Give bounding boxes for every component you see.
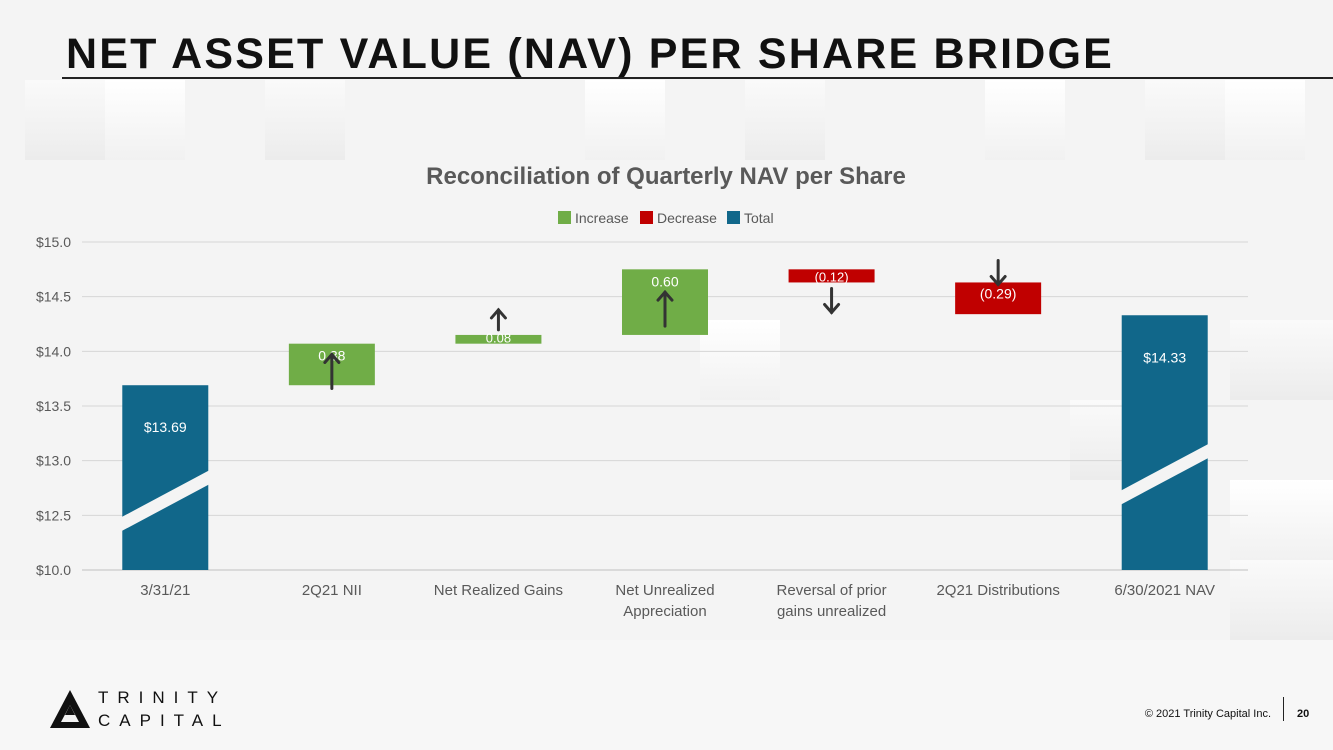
y-tick-label: $15.0 [36, 234, 71, 250]
total-bar [122, 385, 209, 570]
y-tick-label: $13.5 [36, 398, 71, 414]
chart-bars: $13.69 0.38 0.08 0.60 (0.12) (0.29) $14.33 [120, 258, 1210, 570]
bar-2: 0.38 [288, 343, 375, 390]
arrow-head [989, 274, 1007, 287]
bar-7: $14.33 [1119, 315, 1210, 570]
chart-canvas: Reconciliation of Quarterly NAV per Shar… [36, 163, 1248, 620]
x-tick-label: Reversal of prior [777, 582, 887, 599]
triangle-logo-icon [50, 690, 90, 728]
x-tick-label: Appreciation [623, 603, 706, 620]
legend-swatch [558, 211, 571, 224]
x-tick-label: 2Q21 Distributions [936, 582, 1059, 599]
arrow-head [323, 352, 341, 364]
up-arrow-icon [489, 307, 507, 332]
data-label: $14.33 [1143, 349, 1186, 365]
y-axis-ticks: $10.0 $12.5 $13.0 $13.5 $14.0 $14.5 $15.0 [36, 234, 71, 578]
chart-legend: Increase Decrease Total [558, 210, 774, 226]
y-tick-label: $13.0 [36, 453, 71, 469]
increase-bar [455, 334, 542, 344]
legend-item-increase: Increase [558, 210, 629, 226]
up-arrow-icon [656, 289, 674, 328]
down-arrow-icon [823, 286, 841, 315]
axis-break-slash [120, 469, 211, 532]
decrease-bar [955, 282, 1042, 315]
data-label: $13.69 [144, 419, 187, 435]
x-tick-label: gains unrealized [777, 603, 886, 620]
legend-label: Increase [575, 210, 629, 226]
bar-3: 0.08 [455, 307, 542, 346]
total-bar [1121, 315, 1208, 570]
data-label: 0.60 [651, 273, 678, 289]
copyright-notice: © 2021 Trinity Capital Inc. [1144, 708, 1271, 720]
legend-label: Total [744, 210, 774, 226]
page-title: NET ASSET VALUE (NAV) PER SHARE BRIDGE [66, 30, 1114, 78]
x-axis-labels: 3/31/21 2Q21 NII Net Realized Gains Net Unr… [140, 582, 1215, 620]
legend-label: Decrease [657, 210, 717, 226]
y-tick-label: $12.5 [36, 507, 71, 523]
data-label: (0.29) [980, 285, 1017, 301]
x-tick-label: Net Realized Gains [434, 582, 563, 599]
arrow-head [489, 307, 507, 320]
title-divider [62, 77, 1333, 79]
footer-separator [1283, 697, 1284, 721]
page-number: 20 [1297, 708, 1310, 720]
y-tick-label: $10.0 [36, 562, 71, 578]
up-arrow-icon [323, 352, 341, 390]
decrease-bar [788, 269, 875, 283]
x-tick-label: 6/30/2021 NAV [1114, 582, 1215, 599]
bar-6: (0.29) [955, 258, 1042, 315]
legend-item-total: Total [727, 210, 774, 226]
axis-break-slash [1119, 443, 1210, 506]
x-tick-label: 2Q21 NII [302, 582, 362, 599]
legend-item-decrease: Decrease [640, 210, 717, 226]
nav-bridge-chart: Reconciliation of Quarterly NAV per Shar… [20, 150, 1310, 640]
down-arrow-icon [989, 258, 1007, 287]
arrow-head [823, 302, 841, 315]
data-label: 0.08 [486, 331, 511, 346]
x-tick-label: Net Unrealized [615, 582, 714, 599]
y-tick-label: $14.0 [36, 343, 71, 359]
company-logo: TRINITY CAPITAL [48, 688, 223, 732]
chart-title: Reconciliation of Quarterly NAV per Shar… [426, 163, 906, 190]
logo-word-capital: CAPITAL [98, 711, 231, 730]
bar-1: $13.69 [120, 385, 211, 570]
legend-swatch [727, 211, 740, 224]
logo-word-trinity: TRINITY [98, 688, 228, 707]
bar-4: 0.60 [622, 269, 708, 335]
y-tick-label: $14.5 [36, 289, 71, 305]
data-label: (0.12) [815, 269, 849, 284]
legend-swatch [640, 211, 653, 224]
x-tick-label: 3/31/21 [140, 582, 190, 599]
bar-5: (0.12) [788, 269, 875, 315]
arrow-head [656, 289, 674, 302]
